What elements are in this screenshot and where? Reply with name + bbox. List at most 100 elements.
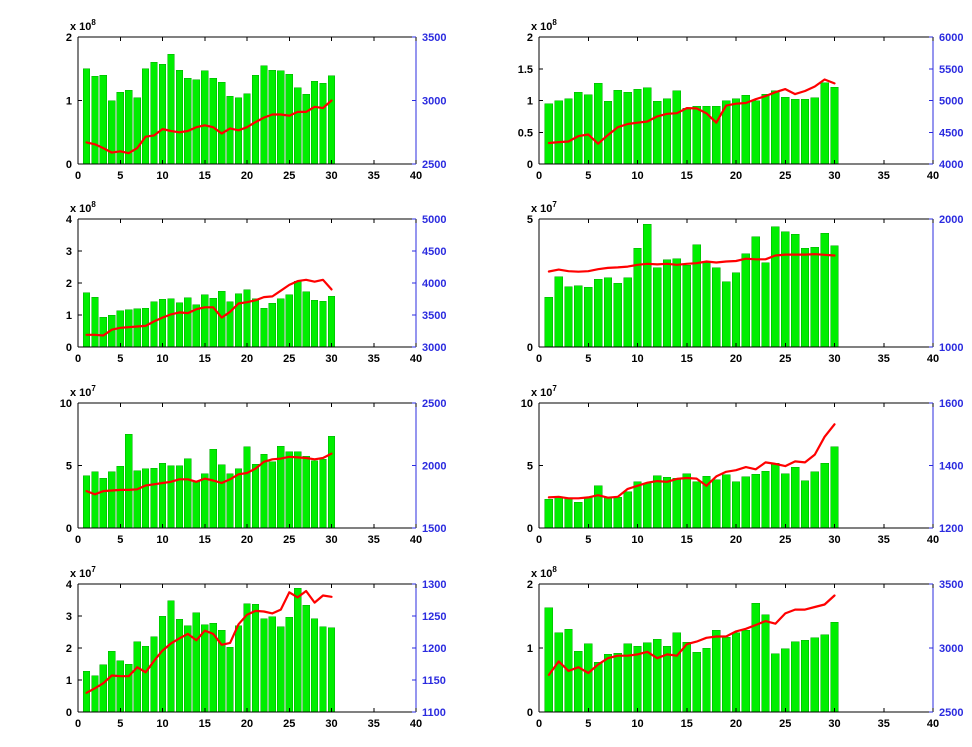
bar-series xyxy=(544,223,839,348)
bar xyxy=(277,626,285,713)
bar xyxy=(672,258,682,348)
bar-series xyxy=(82,434,336,529)
x-tick-label: 20 xyxy=(730,353,742,365)
bar xyxy=(721,636,731,713)
bar xyxy=(682,641,691,713)
bar xyxy=(751,602,760,713)
bar xyxy=(108,100,116,165)
x-tick-label: 30 xyxy=(828,718,840,730)
bar xyxy=(108,471,116,529)
axis-scale-label: x 108 xyxy=(70,200,96,215)
bar xyxy=(672,90,682,165)
plot-box xyxy=(538,402,934,529)
bar xyxy=(692,481,701,529)
bar-series xyxy=(544,446,839,529)
x-tick-label: 0 xyxy=(75,353,81,365)
left-tick-label: 0 xyxy=(66,159,72,171)
bar xyxy=(218,290,226,348)
right-tick-label: 1400 xyxy=(939,461,963,473)
plot-box xyxy=(538,36,934,165)
bar xyxy=(91,675,99,713)
left-tick-label: 4 xyxy=(66,579,73,591)
bar xyxy=(593,278,603,348)
bar xyxy=(99,316,107,348)
x-tick-label: 25 xyxy=(283,353,295,365)
bar xyxy=(820,82,829,165)
bar xyxy=(184,78,192,165)
left-tick-label: 1 xyxy=(527,643,533,655)
right-tick-label: 1200 xyxy=(939,523,963,535)
x-tick-label: 30 xyxy=(325,534,337,546)
bar xyxy=(201,624,209,713)
bar xyxy=(751,100,760,165)
trend-line xyxy=(85,452,333,496)
bar xyxy=(184,625,192,713)
x-tick-label: 0 xyxy=(536,718,542,730)
bar-series xyxy=(544,602,839,713)
bar xyxy=(662,98,672,165)
bar xyxy=(218,464,226,529)
right-tick-label: 1300 xyxy=(422,579,446,591)
bar xyxy=(574,285,583,348)
bar xyxy=(741,476,751,529)
x-tick-label: 10 xyxy=(156,170,168,182)
bar xyxy=(692,652,701,713)
left-tick-label: 10 xyxy=(521,398,533,410)
bar xyxy=(554,632,563,713)
bar xyxy=(234,625,243,713)
bar xyxy=(633,248,642,348)
bar xyxy=(260,65,268,165)
x-tick-label: 5 xyxy=(117,170,123,182)
left-tick-label: 0 xyxy=(527,342,533,354)
bar xyxy=(99,477,107,529)
bar xyxy=(184,297,192,348)
bar xyxy=(544,103,554,165)
bar xyxy=(653,267,662,348)
bar xyxy=(82,292,91,348)
bar xyxy=(167,53,175,165)
x-tick-label: 5 xyxy=(117,534,123,546)
plot-box xyxy=(77,36,417,165)
bar xyxy=(751,474,760,529)
bar xyxy=(251,604,260,713)
bar xyxy=(653,475,662,529)
x-tick-label: 35 xyxy=(878,170,890,182)
bar xyxy=(593,83,603,165)
bar xyxy=(260,618,268,713)
bar xyxy=(712,629,721,713)
bar xyxy=(623,277,632,348)
left-tick-label: 0 xyxy=(527,523,533,535)
x-tick-label: 25 xyxy=(779,353,791,365)
left-tick-label: 2 xyxy=(66,278,72,290)
bar xyxy=(820,634,829,713)
bar xyxy=(158,615,167,713)
bar xyxy=(133,470,141,529)
axis-scale-label: x 108 xyxy=(70,18,96,33)
right-tick-label: 1150 xyxy=(422,675,446,687)
right-tick-label: 2000 xyxy=(422,461,446,473)
x-tick-label: 30 xyxy=(325,170,337,182)
right-tick-label: 2000 xyxy=(939,214,963,226)
bar xyxy=(800,248,810,348)
bar xyxy=(251,298,260,348)
bar xyxy=(91,297,99,348)
bar xyxy=(319,83,327,165)
bar xyxy=(319,459,327,529)
x-tick-label: 15 xyxy=(681,718,693,730)
bar xyxy=(574,502,583,529)
right-tick-label: 3000 xyxy=(939,643,963,655)
bar xyxy=(623,491,632,529)
bar xyxy=(133,97,141,165)
x-tick-label: 0 xyxy=(75,534,81,546)
bar xyxy=(294,587,302,713)
x-tick-label: 15 xyxy=(199,534,211,546)
bar xyxy=(234,293,243,348)
right-tick-label: 1500 xyxy=(422,523,446,535)
x-tick-label: 0 xyxy=(536,353,542,365)
bar xyxy=(268,616,276,713)
bar xyxy=(319,626,327,713)
x-tick-label: 35 xyxy=(368,170,380,182)
bar xyxy=(633,88,642,165)
bar xyxy=(790,98,800,165)
bar xyxy=(672,477,682,529)
